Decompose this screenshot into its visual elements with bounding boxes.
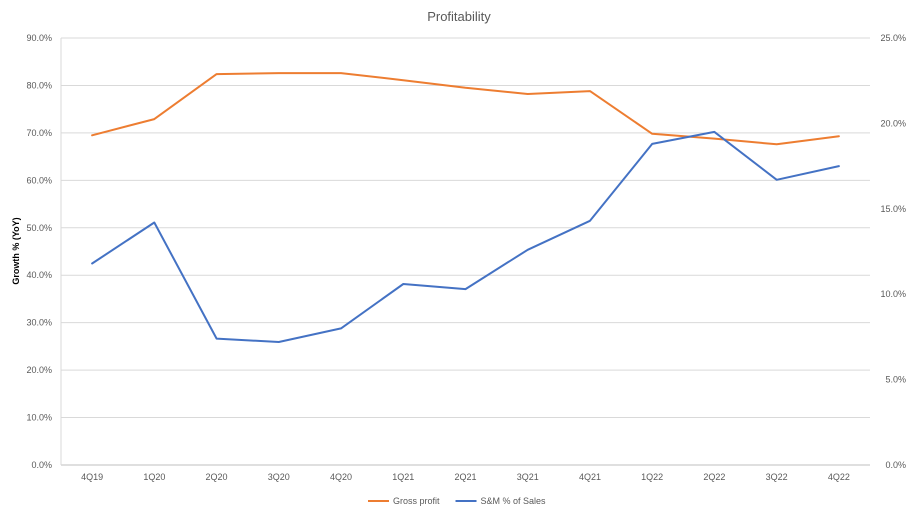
x-tick-label: 2Q22 <box>703 472 725 482</box>
left-tick-label: 20.0% <box>26 365 52 375</box>
x-tick-label: 3Q21 <box>517 472 539 482</box>
left-tick-label: 10.0% <box>26 413 52 423</box>
left-tick-label: 90.0% <box>26 33 52 43</box>
right-tick-label: 25.0% <box>880 33 906 43</box>
x-tick-label: 4Q21 <box>579 472 601 482</box>
right-tick-label: 15.0% <box>880 204 906 214</box>
x-tick-label: 3Q22 <box>766 472 788 482</box>
legend: Gross profit S&M % of Sales <box>368 496 546 506</box>
right-tick-label: 10.0% <box>880 289 906 299</box>
x-tick-label: 2Q21 <box>454 472 476 482</box>
left-tick-label: 40.0% <box>26 270 52 280</box>
right-tick-label: 5.0% <box>885 375 906 385</box>
legend-label: Gross profit <box>393 496 440 506</box>
left-tick-label: 70.0% <box>26 128 52 138</box>
x-tick-label: 4Q22 <box>828 472 850 482</box>
series-line-gross-profit <box>91 72 840 146</box>
x-tick-label: 3Q20 <box>268 472 290 482</box>
x-tick-label: 1Q20 <box>143 472 165 482</box>
chart-title: Profitability <box>427 9 491 24</box>
x-tick-label: 4Q20 <box>330 472 352 482</box>
left-tick-label: 0.0% <box>31 460 52 470</box>
x-tick-label: 1Q21 <box>392 472 414 482</box>
legend-label: S&M % of Sales <box>481 496 547 506</box>
left-tick-label: 50.0% <box>26 223 52 233</box>
left-tick-label: 80.0% <box>26 80 52 90</box>
x-tick-label: 4Q19 <box>81 472 103 482</box>
right-axis-ticks: 0.0% 5.0% 10.0% 15.0% 20.0% 25.0% <box>880 33 906 470</box>
series-line-s-m-of-sales <box>91 130 840 343</box>
series-layer <box>91 72 840 343</box>
x-axis-ticks: 4Q19 1Q20 2Q20 3Q20 4Q20 1Q21 2Q21 3Q21 4Q21 1Q22… <box>81 472 850 482</box>
x-tick-label: 1Q22 <box>641 472 663 482</box>
left-axis-ticks: 0.0% 10.0% 20.0% 30.0% 40.0% 50.0% 60.0% 70.0% 8… <box>26 33 52 470</box>
right-tick-label: 0.0% <box>885 460 906 470</box>
gridlines <box>60 37 870 466</box>
right-tick-label: 20.0% <box>880 118 906 128</box>
left-tick-label: 30.0% <box>26 318 52 328</box>
left-tick-label: 60.0% <box>26 175 52 185</box>
y-axis-title: Growth % (YoY) <box>11 217 21 284</box>
x-tick-label: 2Q20 <box>206 472 228 482</box>
